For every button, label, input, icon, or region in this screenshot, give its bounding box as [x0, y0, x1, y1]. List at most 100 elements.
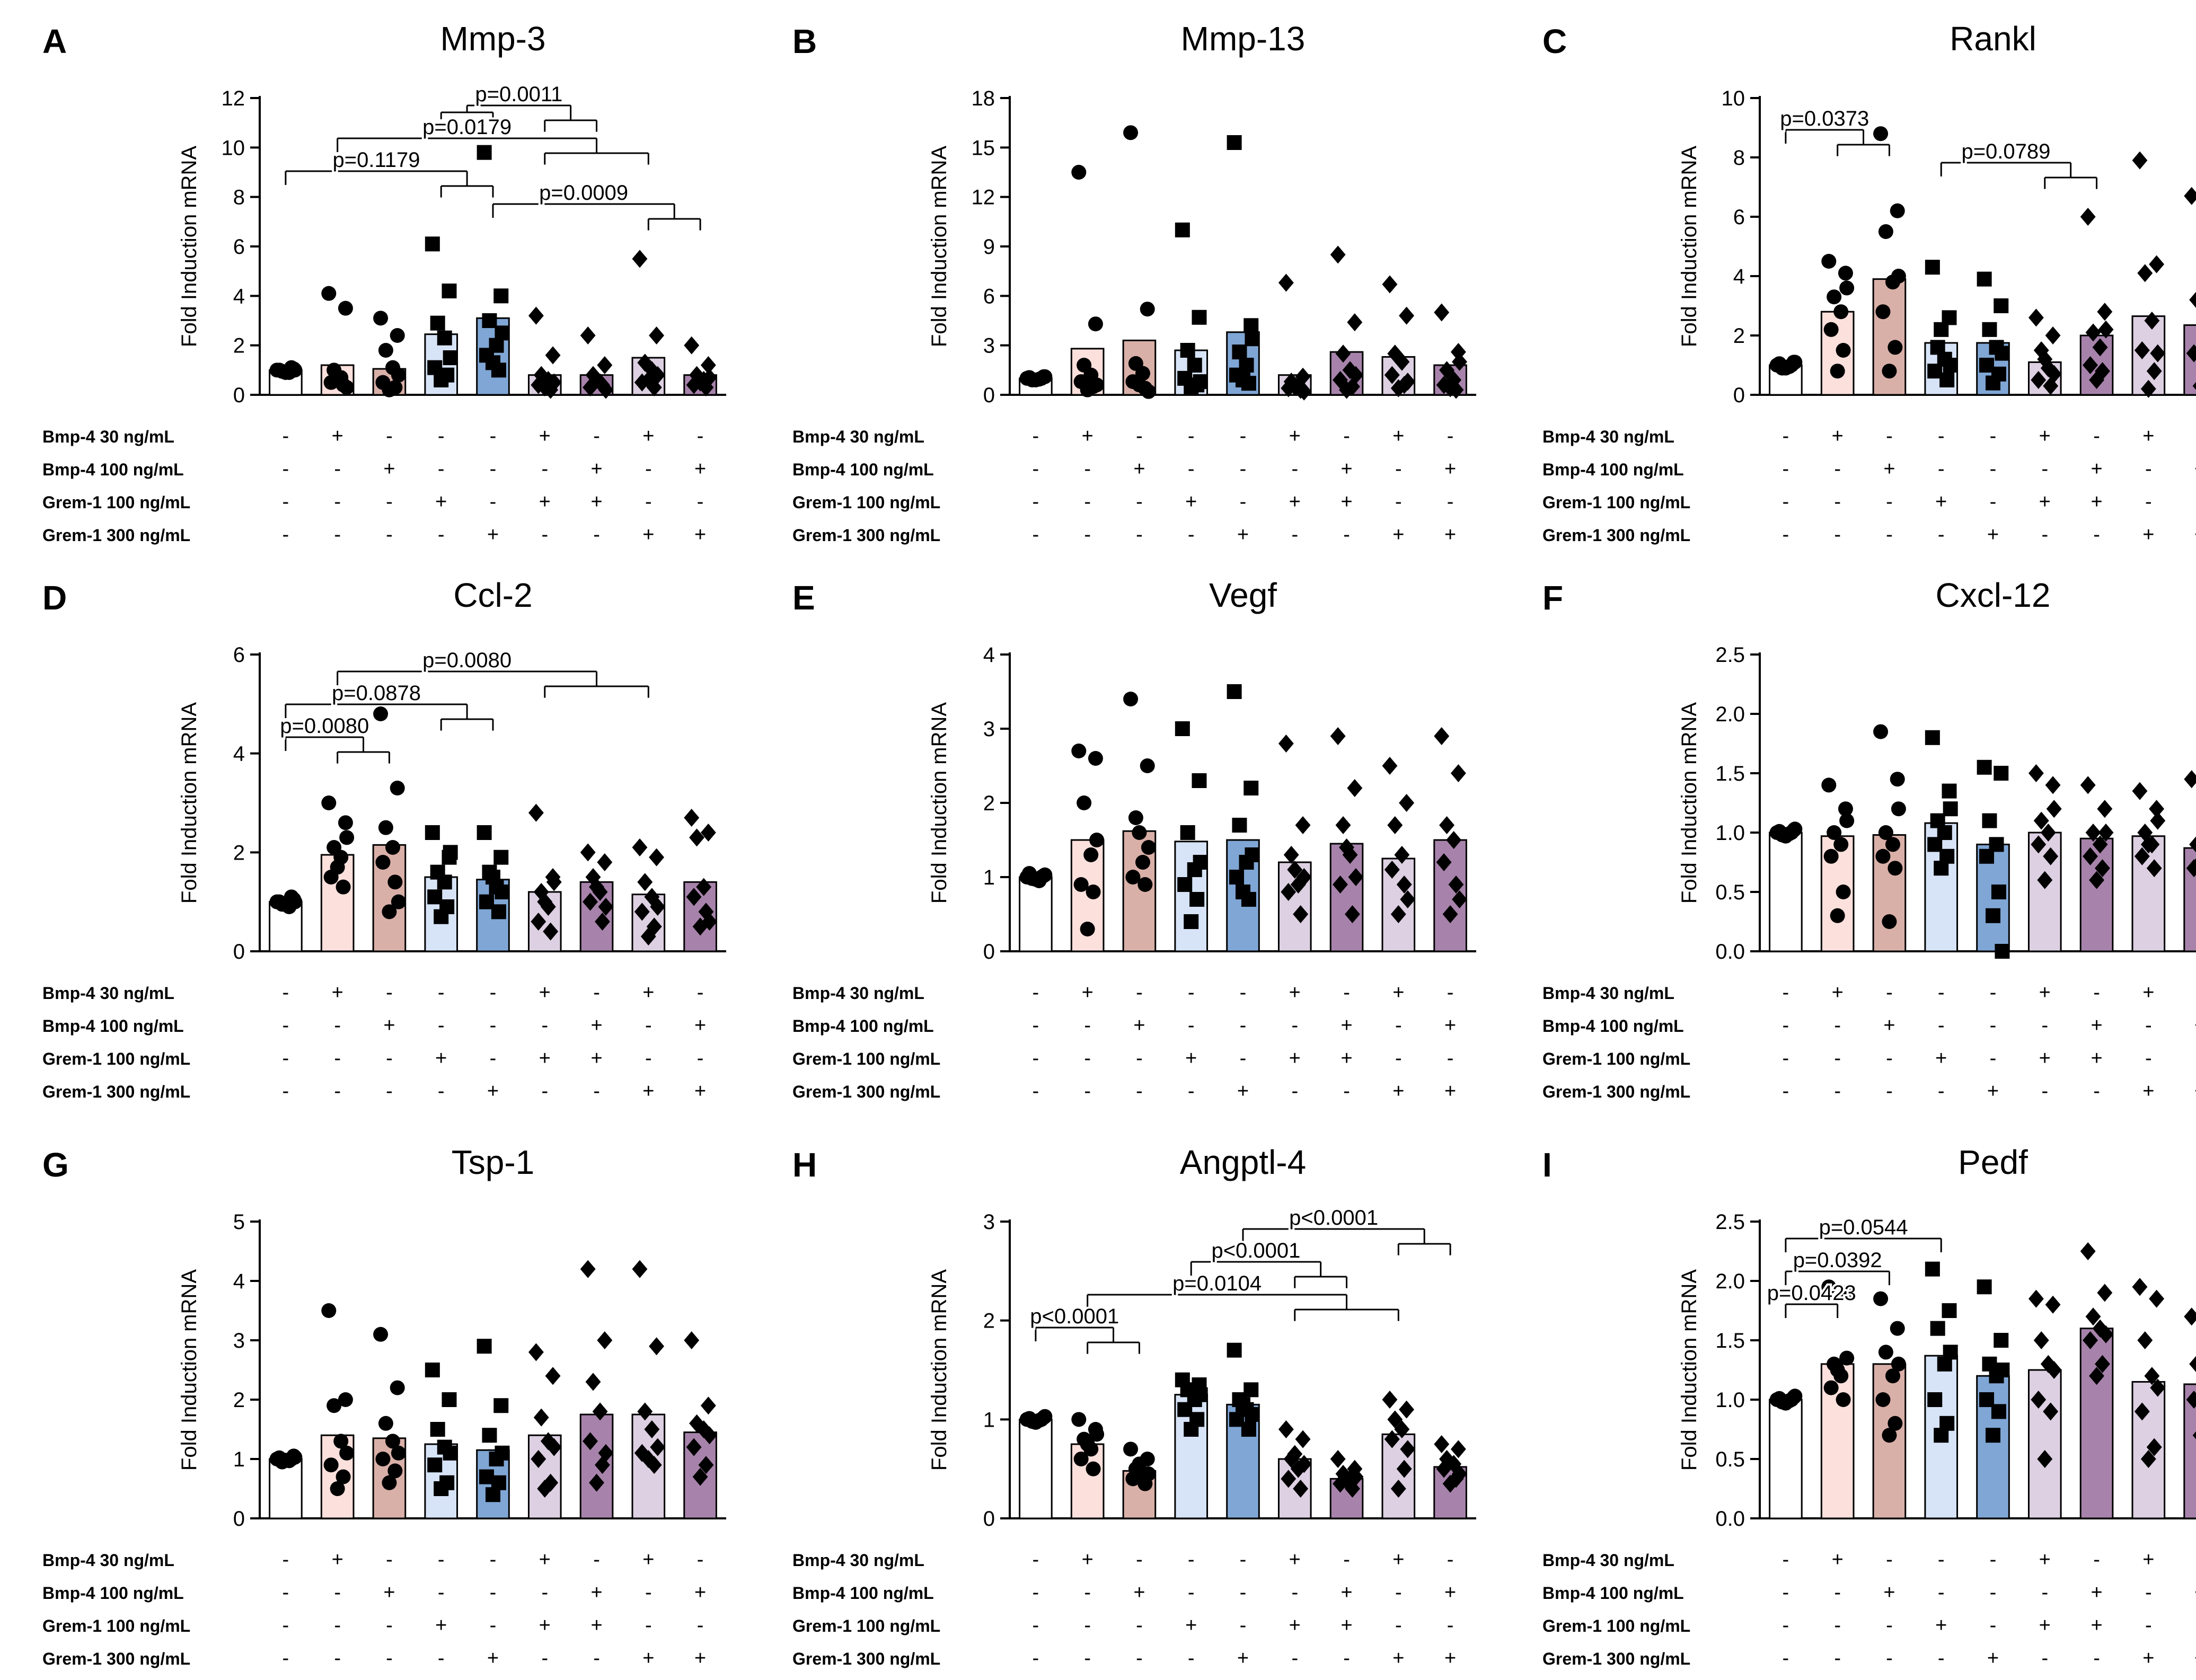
- treatment-symbol: -: [1033, 491, 1039, 513]
- treatment-symbol: -: [1188, 1014, 1195, 1037]
- data-point: [1399, 1400, 1415, 1419]
- data-point: [2040, 1355, 2056, 1373]
- data-point: [1934, 322, 1949, 337]
- treatment-symbol: -: [1188, 1080, 1195, 1102]
- chart-title: Mmp-13: [1181, 20, 1306, 58]
- data-point: [2097, 800, 2113, 818]
- treatment-symbol: -: [1834, 1581, 1841, 1604]
- treatment-symbol: -: [2041, 1581, 2048, 1604]
- treatment-label: Bmp-4 30 ng/mL: [42, 984, 174, 1003]
- data-point: [2150, 1378, 2166, 1397]
- data-point: [1348, 1467, 1364, 1486]
- y-tick-label: 0.0: [1715, 1507, 1745, 1531]
- data-point: [339, 1445, 355, 1461]
- treatment-symbol: -: [1343, 524, 1350, 546]
- data-point: [546, 1438, 562, 1456]
- data-point: [1245, 847, 1260, 862]
- data-point: [1132, 1456, 1147, 1472]
- data-point: [1180, 343, 1195, 358]
- data-point: [1891, 269, 1906, 284]
- data-point: [1283, 846, 1299, 864]
- data-point: [1821, 777, 1837, 793]
- treatment-symbol: +: [1289, 1549, 1301, 1571]
- data-point: [1885, 1368, 1900, 1384]
- y-axis-label: Fold Induction mRNA: [928, 702, 951, 904]
- data-point: [1442, 379, 1458, 397]
- treatment-symbol: -: [2041, 1080, 2048, 1102]
- treatment-symbol: -: [1783, 524, 1789, 546]
- data-point: [1384, 1430, 1400, 1448]
- treatment-label: Grem-1 100 ng/mL: [792, 1049, 940, 1068]
- data-point: [442, 284, 457, 298]
- treatment-symbol: -: [334, 458, 341, 480]
- data-point: [2134, 341, 2150, 359]
- data-point: [528, 1343, 544, 1361]
- treatment-symbol: -: [1783, 1014, 1789, 1037]
- p-value-label: p=0.1179: [333, 148, 420, 172]
- treatment-symbol: -: [1783, 1614, 1789, 1637]
- data-point: [684, 809, 700, 827]
- data-point: [637, 873, 653, 891]
- bar: [1769, 832, 1803, 952]
- data-point: [443, 845, 458, 860]
- treatment-symbol: -: [593, 425, 600, 447]
- data-point: [1241, 1422, 1256, 1437]
- data-point: [1281, 1470, 1297, 1488]
- data-point: [1873, 1291, 1889, 1306]
- data-point: [2080, 1242, 2096, 1260]
- data-point: [1882, 1428, 1897, 1443]
- treatment-symbol: +: [1082, 982, 1093, 1004]
- data-point: [330, 1481, 345, 1496]
- treatment-symbol: -: [1447, 1047, 1454, 1069]
- data-point: [1400, 1440, 1416, 1458]
- data-point: [585, 868, 601, 886]
- data-point: [1080, 1437, 1095, 1452]
- data-point: [686, 888, 702, 906]
- data-point: [1278, 735, 1294, 753]
- data-point: [1296, 1455, 1312, 1473]
- data-point: [2031, 1391, 2047, 1409]
- data-point: [531, 913, 546, 931]
- data-point: [1141, 840, 1156, 855]
- data-point: [387, 1463, 403, 1479]
- data-point: [545, 1367, 561, 1385]
- treatment-symbol: +: [2039, 491, 2051, 513]
- data-point: [644, 888, 660, 906]
- data-point: [1135, 855, 1150, 870]
- data-point: [580, 1260, 596, 1278]
- y-axis-label: Fold Induction mRNA: [928, 1269, 951, 1471]
- data-point: [373, 1327, 389, 1342]
- data-point: [493, 1398, 509, 1413]
- treatment-symbol: +: [1185, 1614, 1197, 1637]
- data-point: [375, 855, 391, 870]
- data-point: [1141, 384, 1156, 399]
- data-point: [1878, 224, 1893, 239]
- treatment-symbol: -: [1084, 1014, 1091, 1037]
- treatment-symbol: -: [490, 491, 497, 513]
- data-point: [1387, 816, 1403, 834]
- treatment-symbol: -: [1033, 1581, 1039, 1604]
- treatment-symbol: -: [386, 524, 393, 546]
- data-point: [1838, 266, 1853, 281]
- p-value-label: p=0.0179: [422, 116, 511, 139]
- data-point: [1399, 306, 1415, 325]
- treatment-symbol: -: [283, 1014, 289, 1037]
- treatment-symbol: +: [1185, 491, 1197, 513]
- treatment-symbol: +: [1392, 1647, 1404, 1669]
- data-point: [1994, 1333, 2009, 1348]
- data-point: [2046, 365, 2062, 383]
- treatment-symbol: +: [1987, 1647, 1999, 1669]
- treatment-symbol: +: [2194, 1647, 2196, 1669]
- treatment-symbol: -: [1395, 1014, 1402, 1037]
- data-point: [390, 328, 405, 343]
- data-point: [650, 1438, 666, 1456]
- treatment-symbol: +: [2039, 982, 2051, 1004]
- treatment-symbol: -: [1834, 1647, 1841, 1669]
- data-point: [1836, 1392, 1851, 1407]
- y-tick-label: 2: [233, 334, 245, 358]
- treatment-symbol: +: [694, 458, 706, 480]
- data-point: [2046, 1361, 2062, 1379]
- data-point: [338, 300, 353, 316]
- data-point: [2144, 1367, 2160, 1385]
- data-point: [1878, 825, 1893, 840]
